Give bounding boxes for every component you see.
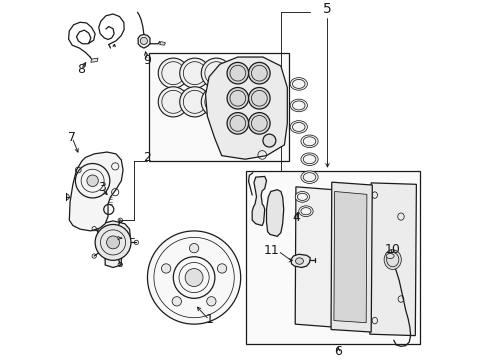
Circle shape [190,243,199,253]
Circle shape [201,87,231,117]
Ellipse shape [290,99,307,112]
Polygon shape [370,183,416,336]
Circle shape [207,297,216,306]
Polygon shape [69,152,123,231]
Circle shape [263,134,276,147]
Circle shape [248,87,270,109]
Circle shape [201,58,231,88]
Text: 7: 7 [68,131,76,144]
Circle shape [185,269,203,287]
Circle shape [172,297,181,306]
Circle shape [248,62,270,84]
Polygon shape [98,221,130,267]
Text: 10: 10 [385,243,401,256]
Polygon shape [252,176,267,226]
Text: 2: 2 [144,151,151,164]
Ellipse shape [301,153,318,166]
Circle shape [180,87,210,117]
Text: 4: 4 [292,211,300,224]
Polygon shape [149,53,289,161]
Circle shape [95,225,131,260]
Circle shape [140,37,147,45]
Circle shape [162,264,171,273]
Circle shape [218,264,227,273]
Polygon shape [160,42,166,45]
Ellipse shape [295,258,303,264]
Polygon shape [245,171,420,344]
Circle shape [107,236,120,249]
Circle shape [180,58,210,88]
Polygon shape [206,57,287,159]
Circle shape [227,62,248,84]
Circle shape [158,87,188,117]
Ellipse shape [386,253,394,258]
Text: 1: 1 [205,313,213,327]
Ellipse shape [301,135,318,148]
Text: 11: 11 [263,244,279,257]
Polygon shape [291,254,310,267]
Circle shape [248,113,270,134]
Ellipse shape [299,206,313,217]
Text: 5: 5 [323,2,332,15]
Polygon shape [267,190,284,236]
Polygon shape [138,35,150,48]
Ellipse shape [295,192,310,202]
Text: 3: 3 [98,181,105,194]
Text: 6: 6 [334,345,342,357]
Circle shape [227,87,248,109]
Polygon shape [295,187,333,327]
Polygon shape [331,182,372,332]
Circle shape [227,113,248,134]
Ellipse shape [301,171,318,183]
Text: 8: 8 [77,63,85,76]
Circle shape [158,58,188,88]
Text: 9: 9 [144,54,151,67]
Circle shape [147,231,241,324]
Polygon shape [91,58,98,62]
Circle shape [87,175,98,186]
Polygon shape [334,192,367,323]
Ellipse shape [384,250,401,270]
Ellipse shape [290,121,307,133]
Ellipse shape [290,78,307,90]
